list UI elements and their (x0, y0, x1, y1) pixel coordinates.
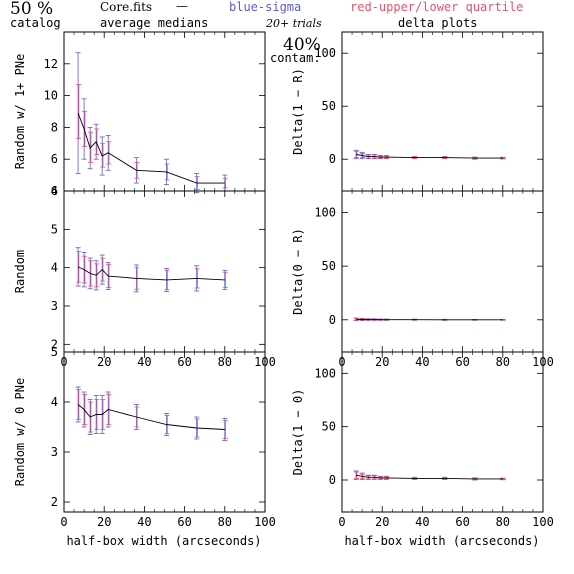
y-tick-label: 100 (314, 46, 336, 60)
y-tick-label: 2 (51, 337, 58, 351)
y-tick-label: 4 (51, 261, 58, 275)
x-tick-label: 20 (97, 515, 111, 529)
plot-frame (341, 190, 544, 353)
median-line (77, 404, 225, 430)
y-tick-label: 0 (329, 473, 336, 487)
y-tick-label: 5 (51, 222, 58, 236)
x-tick-label: 0 (338, 515, 345, 529)
y-axis-label: Delta(1 − 0) (291, 389, 305, 476)
x-tick-label: 60 (177, 515, 191, 529)
plot-frame (63, 351, 266, 513)
x-axis-label-right: half-box width (arcseconds) (344, 534, 539, 548)
y-tick-label: 3 (51, 445, 58, 459)
x-tick-label: 60 (177, 355, 191, 369)
y-tick-label: 100 (314, 205, 336, 219)
y-tick-label: 6 (51, 184, 58, 198)
y-axis-label: Delta(0 − R) (291, 228, 305, 315)
x-tick-label: 60 (455, 355, 469, 369)
x-tick-label: 100 (532, 515, 554, 529)
delta-plots-label: delta plots (398, 16, 477, 30)
trials-label: 20+ trials (265, 17, 322, 30)
y-tick-label: 50 (322, 259, 336, 273)
median-line (77, 266, 225, 281)
x-tick-label: 80 (218, 355, 232, 369)
y-axis-label: Random w/ 1+ PNe (13, 54, 27, 170)
x-tick-label: 20 (97, 355, 111, 369)
y-tick-label: 2 (51, 495, 58, 509)
y-tick-label: 0 (329, 152, 336, 166)
file-name: Core.fits (100, 0, 152, 14)
contamination-label: contam. (270, 51, 321, 65)
y-tick-label: 4 (51, 184, 58, 198)
x-tick-label: 40 (415, 355, 429, 369)
x-axis-label-left: half-box width (arcseconds) (66, 534, 261, 548)
legend-blue-sigma: blue-sigma (229, 0, 301, 14)
y-tick-label: 3 (51, 299, 58, 313)
x-tick-label: 80 (496, 515, 510, 529)
x-tick-label: 20 (375, 515, 389, 529)
panel-right-bot: 0 20 40 60 80 100 0 50 100 Delta(1 − 0) (291, 351, 554, 529)
catalog-percent: 50 % (10, 0, 53, 19)
plot-frame (341, 351, 544, 513)
x-tick-label: 20 (375, 355, 389, 369)
y-tick-label: 50 (322, 99, 336, 113)
x-tick-label: 40 (415, 515, 429, 529)
median-line (356, 474, 503, 480)
x-tick-label: 40 (137, 355, 151, 369)
y-tick-label: 100 (314, 366, 336, 380)
y-tick-label: 4 (51, 395, 58, 409)
y-tick-label: 6 (51, 152, 58, 166)
panel-left-bot: 0 20 40 60 80 100 2 3 4 5 Random w/ 0 PNe (13, 345, 276, 529)
x-tick-label: 0 (60, 515, 67, 529)
y-tick-label: 0 (329, 313, 336, 327)
x-tick-label: 60 (455, 515, 469, 529)
y-tick-label: 12 (44, 57, 58, 71)
median-line (356, 318, 503, 321)
y-tick-label: 50 (322, 420, 336, 434)
y-tick-label: 8 (51, 120, 58, 134)
x-tick-label: 100 (254, 515, 276, 529)
plot-frame (341, 31, 544, 192)
y-axis-label: Delta(1 − R) (291, 68, 305, 155)
median-line (356, 153, 503, 159)
median-line (77, 112, 225, 184)
y-tick-label: 5 (51, 345, 58, 359)
title-dash: — (176, 0, 188, 13)
y-axis-label: Random w/ 0 PNe (13, 378, 27, 486)
x-tick-label: 80 (496, 355, 510, 369)
catalog-label: catalog (10, 16, 61, 30)
average-medians-label: average medians (100, 16, 208, 30)
y-tick-label: 10 (44, 89, 58, 103)
x-tick-label: 40 (137, 515, 151, 529)
contamination-percent: 40% (283, 35, 321, 55)
plot-frame (63, 31, 266, 192)
panel-right-top: 0 50 100 Delta(1 − R) (291, 31, 544, 192)
legend-red-quartile: red-upper/lower quartile (350, 0, 523, 14)
y-axis-label: Random (13, 250, 27, 293)
plot-frame (63, 190, 266, 353)
x-tick-label: 80 (218, 515, 232, 529)
